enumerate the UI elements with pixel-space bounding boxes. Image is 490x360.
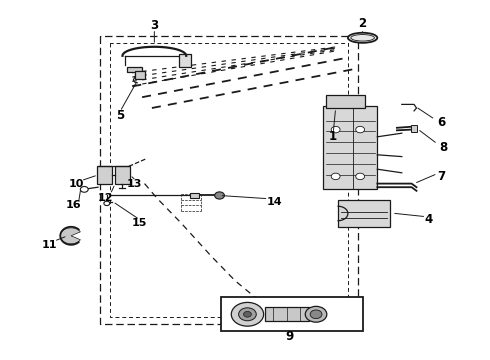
Bar: [190, 193, 199, 198]
Text: 1: 1: [329, 130, 337, 143]
Text: 5: 5: [116, 109, 124, 122]
Circle shape: [331, 126, 340, 133]
Circle shape: [305, 306, 327, 322]
Circle shape: [356, 126, 365, 133]
Text: 3: 3: [150, 19, 158, 32]
Bar: [265, 307, 309, 321]
Text: 11: 11: [41, 240, 57, 250]
Text: 16: 16: [66, 200, 81, 210]
Bar: [97, 166, 112, 184]
Wedge shape: [60, 228, 80, 244]
Bar: [115, 166, 130, 184]
Circle shape: [239, 308, 256, 321]
Text: 4: 4: [425, 213, 433, 226]
Bar: [326, 95, 365, 108]
Circle shape: [215, 192, 224, 199]
Text: 12: 12: [98, 193, 113, 203]
Bar: [135, 71, 145, 79]
Circle shape: [310, 310, 322, 319]
Bar: [220, 297, 363, 331]
Text: 6: 6: [437, 116, 445, 129]
Circle shape: [104, 201, 110, 206]
Circle shape: [331, 173, 340, 180]
Bar: [411, 125, 416, 132]
Text: 14: 14: [267, 197, 282, 207]
Ellipse shape: [348, 33, 377, 43]
Text: 9: 9: [285, 330, 293, 343]
Circle shape: [356, 173, 365, 180]
Bar: [127, 67, 142, 72]
Text: 10: 10: [68, 179, 84, 189]
Text: 7: 7: [437, 170, 445, 183]
Circle shape: [80, 186, 88, 192]
Circle shape: [244, 311, 251, 317]
Bar: [179, 54, 191, 67]
Text: 13: 13: [127, 179, 143, 189]
Text: 8: 8: [440, 141, 447, 154]
Bar: [338, 200, 390, 227]
Text: 15: 15: [132, 218, 147, 228]
Bar: [323, 106, 377, 189]
Text: 2: 2: [359, 17, 367, 30]
Circle shape: [231, 302, 264, 326]
